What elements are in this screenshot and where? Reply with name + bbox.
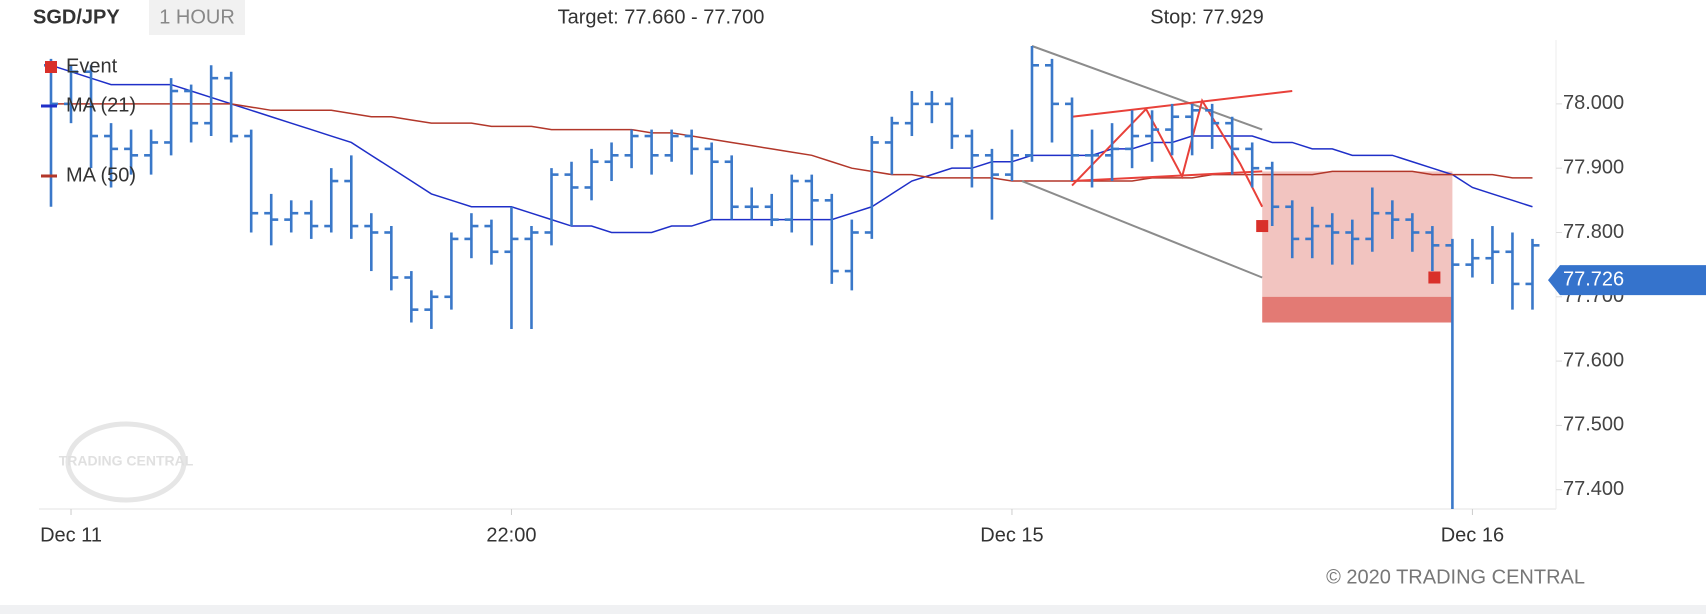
x-tick-label: Dec 11 [40, 524, 102, 546]
interval: 1 HOUR [159, 6, 235, 28]
legend-label: Event [66, 55, 118, 77]
legend-swatch [45, 61, 57, 73]
x-tick-label: 22:00 [486, 524, 536, 546]
event-marker [1428, 271, 1441, 284]
chart-title: SGD/JPY [33, 6, 120, 28]
interval-box [149, 0, 245, 35]
x-tick-label: Dec 16 [1441, 524, 1504, 546]
y-tick-label: 77.800 [1563, 221, 1624, 243]
trend-line [1031, 45, 1263, 131]
last-price-tag [1548, 265, 1706, 296]
stop-text: Stop: 77.929 [1150, 6, 1263, 28]
y-tick-label: 78.000 [1563, 92, 1624, 114]
x-tick-label: Dec 15 [980, 524, 1043, 546]
copyright: © 2020 TRADING CENTRAL [1326, 566, 1585, 588]
y-tick-label: 77.600 [1563, 349, 1624, 371]
legend-label: MA (50) [66, 164, 136, 186]
y-tick-label: 77.500 [1563, 414, 1624, 436]
pattern-zone [1262, 171, 1453, 297]
trend-line [1021, 180, 1263, 279]
trend-line [1071, 98, 1264, 208]
event-marker [1256, 220, 1269, 233]
watermark-ring [65, 421, 187, 503]
target-band [1262, 296, 1453, 323]
target-text: Target: 77.660 - 77.700 [558, 6, 765, 28]
y-tick-label: 77.900 [1563, 156, 1624, 178]
y-tick-label: 77.400 [1563, 478, 1624, 500]
trend-line [1071, 90, 1293, 118]
watermark: TRADING CENTRAL [59, 453, 194, 469]
trend-line [1071, 170, 1263, 183]
ma-line [51, 103, 1533, 182]
legend-label: MA (21) [66, 94, 136, 116]
footer-strip [0, 605, 1706, 614]
last-price-label: 77.726 [1563, 268, 1624, 290]
